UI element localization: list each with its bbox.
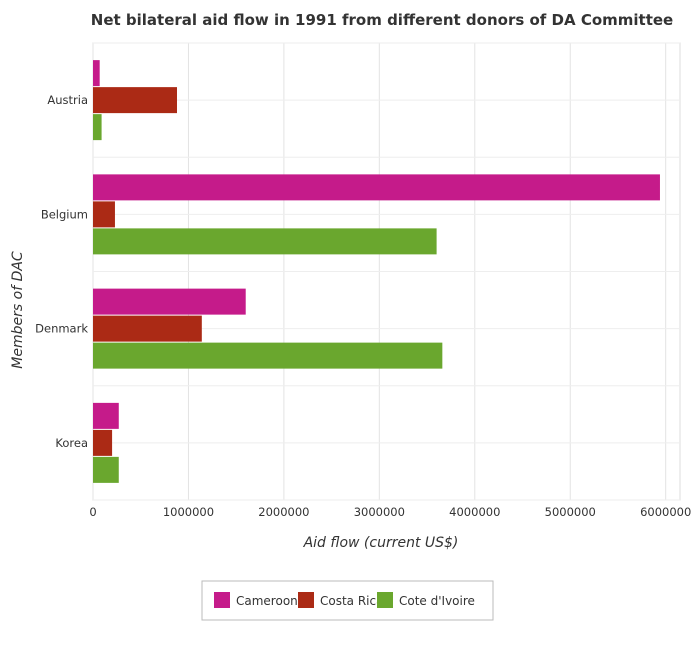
legend-label: Cote d'Ivoire bbox=[399, 594, 475, 608]
legend-frame bbox=[201, 580, 494, 621]
bar-costa-rica-austria bbox=[93, 87, 177, 114]
y-tick-label: Belgium bbox=[41, 207, 88, 221]
x-tick-labels: 0 1000000 2000000 3000000 4000000 5000000 6000… bbox=[89, 505, 691, 519]
y-tick-label: Austria bbox=[47, 93, 88, 107]
bar-cameroon-korea bbox=[93, 402, 119, 429]
y-axis-label: Members of DAC bbox=[10, 251, 26, 369]
legend-swatch bbox=[214, 592, 230, 608]
bar-costa-rica-denmark bbox=[93, 315, 202, 342]
legend-label: Costa Rica bbox=[320, 594, 383, 608]
y-tick-labels: Austria Belgium Denmark Korea bbox=[35, 93, 88, 450]
bar-cote-d-ivoire-austria bbox=[93, 114, 102, 141]
x-tick-label: 2000000 bbox=[258, 505, 309, 519]
bar-costa-rica-belgium bbox=[93, 201, 115, 228]
bars bbox=[93, 60, 660, 483]
bar-cote-d-ivoire-denmark bbox=[93, 342, 443, 369]
x-tick-label: 3000000 bbox=[354, 505, 405, 519]
x-axis-label: Aid flow (current US$) bbox=[303, 535, 459, 551]
x-tick-label: 1000000 bbox=[163, 505, 214, 519]
x-tick-label: 5000000 bbox=[545, 505, 596, 519]
chart-title: Net bilateral aid flow in 1991 from diff… bbox=[91, 11, 673, 29]
x-tick-label: 4000000 bbox=[449, 505, 500, 519]
bar-costa-rica-korea bbox=[93, 429, 113, 456]
bar-cote-d-ivoire-korea bbox=[93, 456, 119, 483]
y-tick-label: Korea bbox=[55, 436, 88, 450]
bar-cote-d-ivoire-belgium bbox=[93, 228, 437, 255]
x-tick-label: 0 bbox=[89, 505, 96, 519]
legend-swatch bbox=[377, 592, 393, 608]
bar-cameroon-denmark bbox=[93, 288, 246, 315]
x-tick-label: 6000000 bbox=[640, 505, 691, 519]
bar-cameroon-belgium bbox=[93, 174, 660, 201]
legend-swatch bbox=[298, 592, 314, 608]
legend: Cameroon Costa Rica Cote d'Ivoire bbox=[201, 580, 494, 621]
bar-cameroon-austria bbox=[93, 60, 100, 87]
legend-label: Cameroon bbox=[236, 594, 298, 608]
y-tick-label: Denmark bbox=[35, 322, 88, 336]
